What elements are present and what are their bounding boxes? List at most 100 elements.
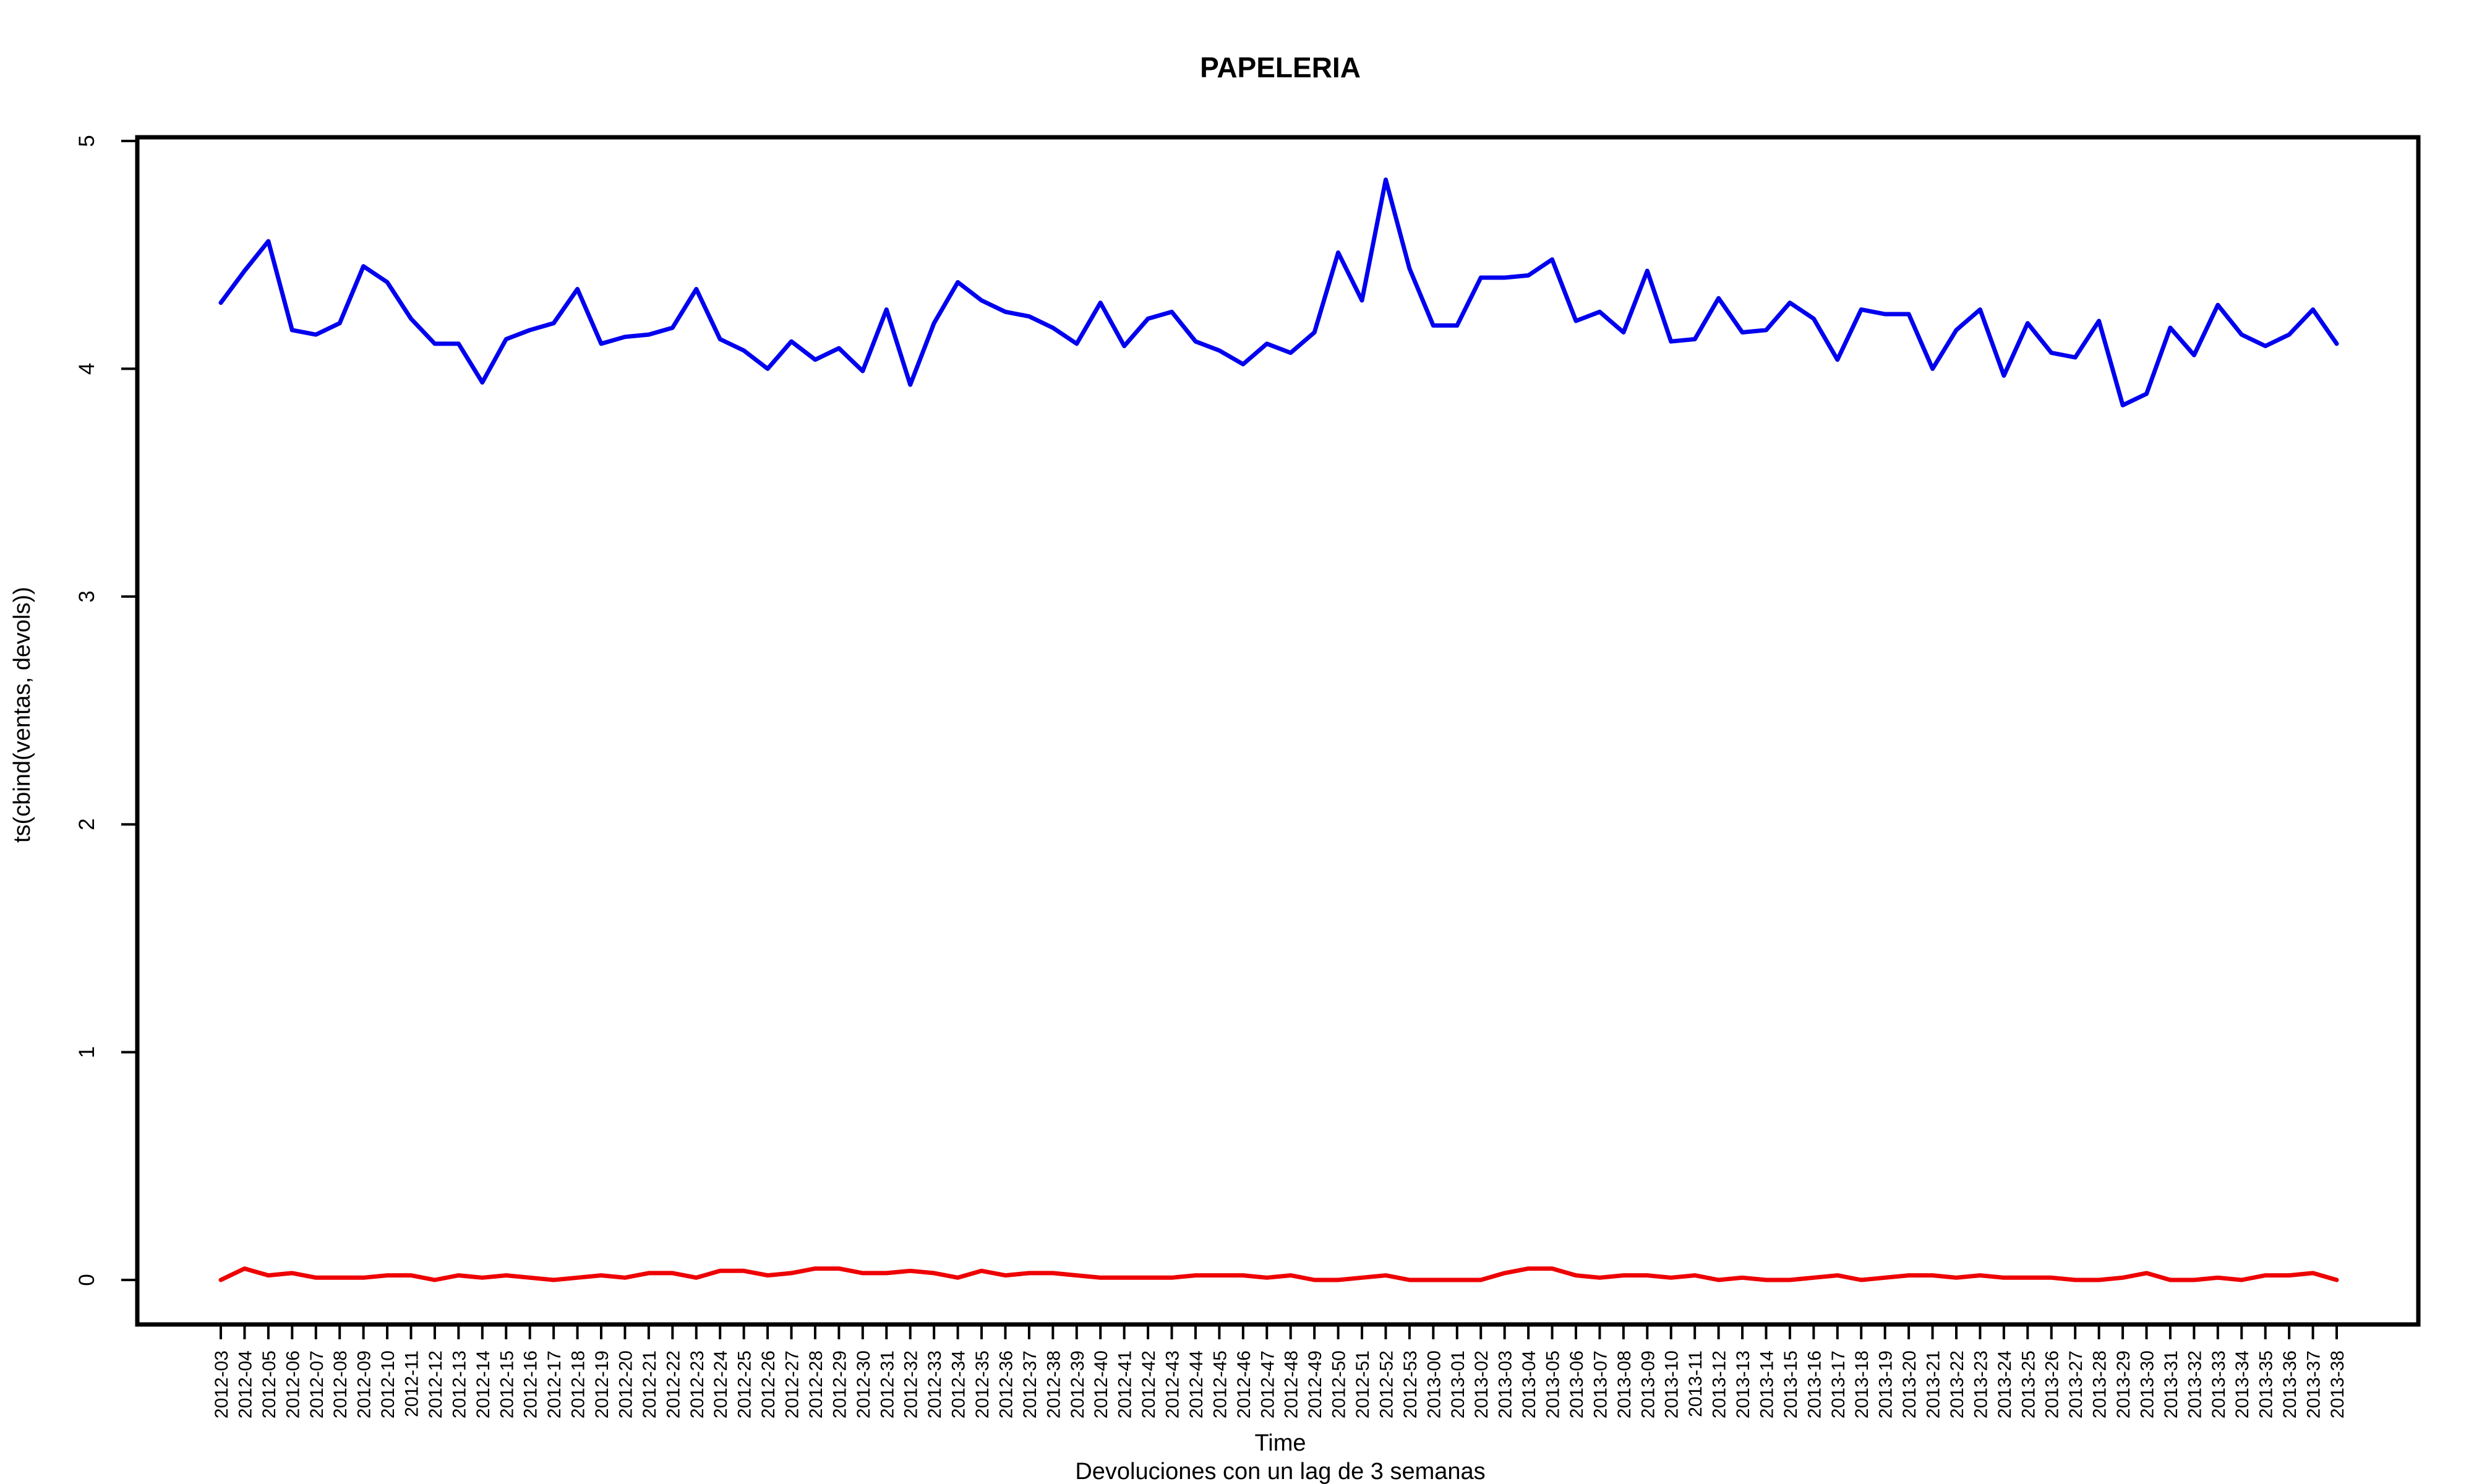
x-tick-label: 2013-35 <box>2256 1350 2277 1418</box>
x-tick-label: 2012-05 <box>259 1350 280 1418</box>
plot-area <box>135 135 2421 1327</box>
x-tick-label: 2013-05 <box>1543 1350 1564 1418</box>
x-tick-label: 2013-17 <box>1828 1350 1849 1418</box>
x-tick-label: 2013-14 <box>1757 1350 1777 1418</box>
x-tick-label: 2013-13 <box>1733 1350 1753 1418</box>
x-tick-label: 2012-42 <box>1139 1350 1159 1418</box>
x-tick-label: 2012-23 <box>687 1350 708 1418</box>
x-tick-label: 2012-19 <box>592 1350 612 1418</box>
x-tick-label: 2012-48 <box>1282 1350 1302 1418</box>
x-tick-label: 2013-08 <box>1614 1350 1635 1418</box>
x-tick-label: 2013-18 <box>1852 1350 1872 1418</box>
x-tick-label: 2013-00 <box>1424 1350 1444 1418</box>
plot-border <box>135 135 2421 1327</box>
x-tick-label: 2012-03 <box>212 1350 232 1418</box>
x-tick-label: 2012-21 <box>640 1350 660 1418</box>
x-tick-label: 2012-08 <box>330 1350 351 1418</box>
series-line-2 <box>218 1266 2339 1282</box>
x-tick-label: 2013-32 <box>2185 1350 2205 1418</box>
x-tick-label: 2013-34 <box>2232 1350 2253 1418</box>
x-tick-label: 2012-10 <box>378 1350 398 1418</box>
series-line-1 <box>218 177 2339 407</box>
x-tick-label: 2013-01 <box>1448 1350 1468 1418</box>
y-tick-label: 1 <box>75 1046 99 1058</box>
x-tick-label: 2012-46 <box>1234 1350 1254 1418</box>
chart-subtitle: Devoluciones con un lag de 3 semanas <box>1075 1459 1485 1484</box>
x-tick-label: 2012-36 <box>996 1350 1016 1418</box>
x-tick-label: 2012-52 <box>1376 1350 1397 1418</box>
x-tick-label: 2012-12 <box>426 1350 446 1418</box>
x-tick-label: 2012-18 <box>568 1350 589 1418</box>
x-tick-label: 2013-29 <box>2113 1350 2134 1418</box>
x-tick-label: 2012-14 <box>473 1350 494 1418</box>
x-tick-label: 2012-38 <box>1043 1350 1064 1418</box>
x-tick-label: 2013-15 <box>1781 1350 1801 1418</box>
x-tick-label: 2013-09 <box>1638 1350 1658 1418</box>
x-tick-label: 2013-19 <box>1876 1350 1896 1418</box>
x-tick-label: 2012-51 <box>1353 1350 1373 1418</box>
x-tick-label: 2012-29 <box>829 1350 850 1418</box>
x-tick-label: 2012-49 <box>1305 1350 1325 1418</box>
x-tick-label: 2013-10 <box>1662 1350 1682 1418</box>
x-tick-label: 2013-38 <box>2327 1350 2348 1418</box>
y-tick-label: 2 <box>75 818 99 830</box>
x-tick-label: 2013-20 <box>1899 1350 1920 1418</box>
x-tick-label: 2012-17 <box>544 1350 565 1418</box>
x-tick-label: 2012-45 <box>1210 1350 1230 1418</box>
x-tick-label: 2012-11 <box>402 1350 422 1417</box>
x-tick-label: 2012-09 <box>354 1350 375 1418</box>
chart-title: PAPELERIA <box>1200 51 1361 83</box>
x-tick-label: 2012-37 <box>1020 1350 1040 1418</box>
x-tick-label: 2012-41 <box>1115 1350 1136 1418</box>
y-tick-label: 5 <box>75 135 99 147</box>
x-tick-label: 2012-04 <box>235 1350 255 1418</box>
x-tick-label: 2013-30 <box>2137 1350 2157 1418</box>
x-tick-label: 2012-20 <box>615 1350 636 1418</box>
y-tick-label: 0 <box>75 1274 99 1286</box>
x-tick-label: 2012-31 <box>877 1350 897 1418</box>
x-tick-label: 2012-26 <box>758 1350 779 1418</box>
x-tick-label: 2013-12 <box>1710 1350 1730 1418</box>
x-tick-label: 2012-24 <box>711 1350 731 1418</box>
x-tick-label: 2013-23 <box>1971 1350 1991 1418</box>
x-tick-label: 2012-28 <box>806 1350 826 1418</box>
x-tick-label: 2013-28 <box>2090 1350 2110 1418</box>
x-tick-label: 2012-33 <box>925 1350 945 1418</box>
x-tick-label: 2013-37 <box>2304 1350 2324 1418</box>
x-tick-label: 2013-16 <box>1804 1350 1825 1418</box>
x-tick-label: 2013-24 <box>1995 1350 2015 1418</box>
x-tick-label: 2013-03 <box>1496 1350 1516 1418</box>
x-tick-label: 2013-07 <box>1590 1350 1611 1418</box>
x-tick-label: 2013-27 <box>2066 1350 2086 1418</box>
series-layer <box>218 177 2339 1282</box>
x-tick-label: 2013-31 <box>2161 1350 2181 1418</box>
x-axis-label: Time <box>1254 1430 1306 1456</box>
x-tick-label: 2013-02 <box>1471 1350 1492 1418</box>
x-tick-label: 2012-07 <box>307 1350 327 1418</box>
y-axis-label: ts(cbind(ventas, devols)) <box>9 587 35 843</box>
x-axis: 2012-03 2012-04 2012-05 2012-06 2012-07 2012-… <box>212 1323 2348 1418</box>
x-tick-label: 2012-32 <box>901 1350 922 1418</box>
x-tick-label: 2012-40 <box>1091 1350 1111 1418</box>
x-tick-label: 2012-22 <box>663 1350 683 1418</box>
y-tick-label: 4 <box>75 363 99 375</box>
x-tick-label: 2013-11 <box>1685 1350 1706 1417</box>
x-tick-label: 2013-22 <box>1947 1350 1967 1418</box>
x-tick-label: 2012-13 <box>449 1350 469 1418</box>
x-tick-label: 2012-06 <box>283 1350 303 1418</box>
x-tick-label: 2013-36 <box>2280 1350 2300 1418</box>
x-tick-label: 2012-35 <box>972 1350 993 1418</box>
x-tick-label: 2012-15 <box>497 1350 517 1418</box>
x-tick-label: 2012-25 <box>735 1350 755 1418</box>
x-tick-label: 2013-25 <box>2018 1350 2039 1418</box>
x-tick-label: 2013-04 <box>1519 1350 1539 1418</box>
x-tick-label: 2012-27 <box>782 1350 803 1418</box>
x-tick-label: 2013-21 <box>1924 1350 1944 1418</box>
x-tick-label: 2012-34 <box>949 1350 969 1418</box>
x-tick-label: 2012-50 <box>1329 1350 1350 1418</box>
x-tick-label: 2012-47 <box>1257 1350 1278 1418</box>
y-tick-label: 3 <box>75 591 99 602</box>
y-axis: 0 1 2 3 4 5 <box>75 135 139 1286</box>
x-tick-label: 2012-30 <box>854 1350 874 1418</box>
